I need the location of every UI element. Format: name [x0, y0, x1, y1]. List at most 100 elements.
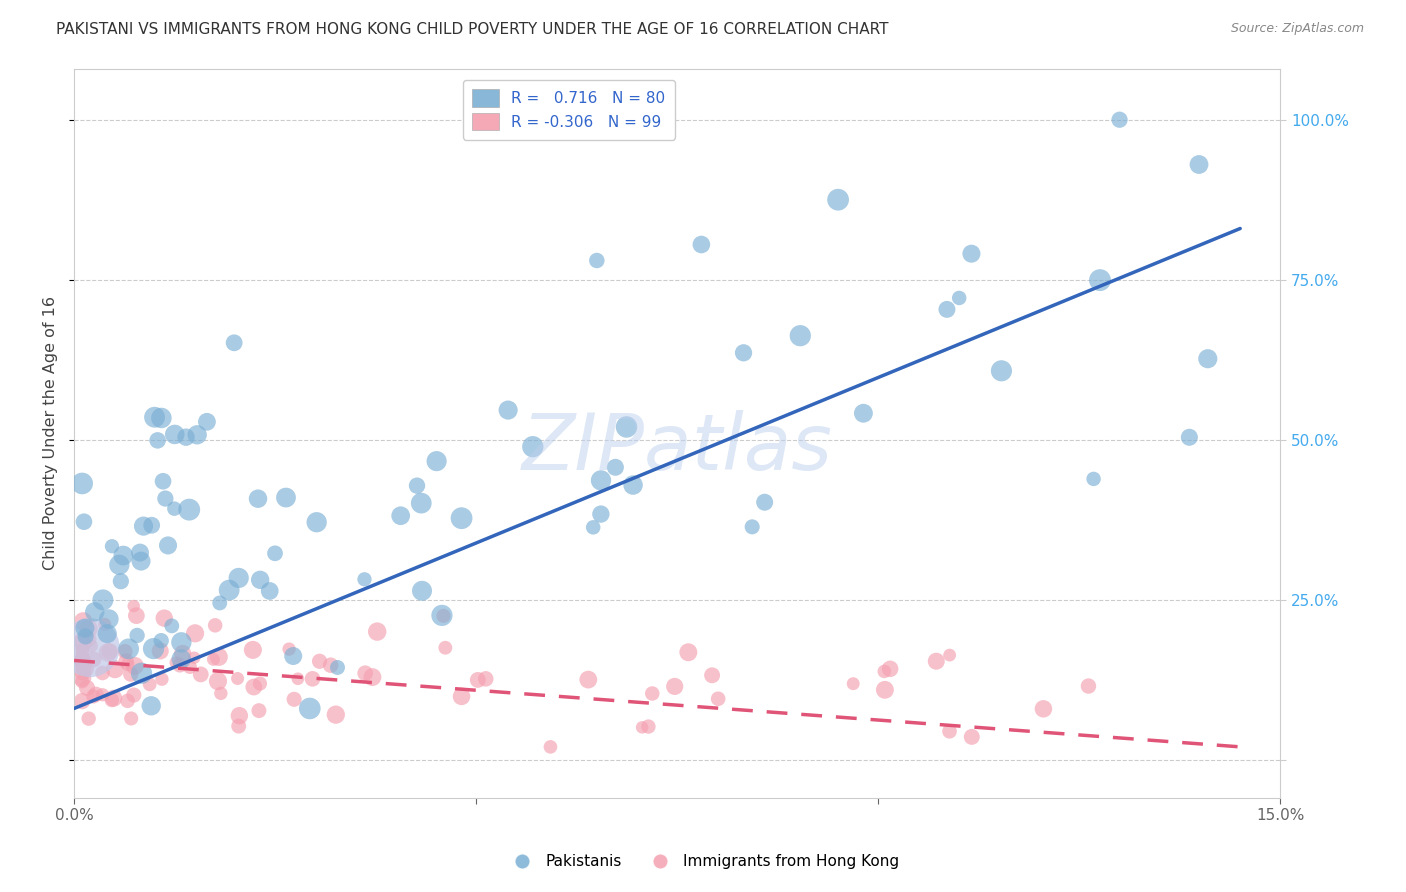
Point	[152, 475, 174, 489]
Point	[91, 665, 114, 680]
Point	[228, 708, 250, 723]
Point	[960, 246, 983, 260]
Point	[183, 650, 205, 665]
Point	[79, 640, 101, 655]
Point	[605, 460, 627, 475]
Point	[641, 686, 664, 700]
Point	[155, 491, 177, 506]
Point	[1088, 273, 1111, 287]
Point	[149, 644, 172, 658]
Point	[430, 608, 453, 623]
Point	[707, 691, 730, 706]
Point	[948, 291, 970, 305]
Point	[93, 617, 115, 632]
Point	[283, 692, 305, 706]
Point	[1108, 112, 1130, 127]
Point	[114, 644, 136, 658]
Point	[122, 688, 145, 702]
Point	[467, 673, 489, 687]
Point	[585, 253, 607, 268]
Point	[432, 608, 454, 623]
Point	[101, 693, 124, 707]
Point	[91, 688, 114, 702]
Point	[242, 643, 264, 657]
Point	[1188, 157, 1211, 171]
Point	[174, 430, 197, 444]
Point	[218, 583, 240, 598]
Point	[434, 640, 457, 655]
Point	[228, 571, 250, 585]
Point	[101, 539, 124, 553]
Point	[80, 639, 103, 653]
Point	[1178, 430, 1201, 444]
Point	[72, 665, 94, 680]
Point	[97, 612, 120, 626]
Point	[141, 698, 163, 713]
Point	[354, 666, 377, 681]
Point	[70, 674, 93, 689]
Point	[70, 476, 93, 491]
Point	[115, 654, 138, 668]
Point	[298, 701, 321, 715]
Point	[637, 720, 659, 734]
Point	[160, 619, 183, 633]
Point	[73, 621, 96, 635]
Point	[247, 491, 270, 506]
Point	[208, 596, 231, 610]
Point	[70, 634, 93, 648]
Point	[406, 478, 429, 492]
Point	[925, 654, 948, 668]
Point	[70, 671, 93, 685]
Point	[117, 657, 139, 672]
Point	[82, 690, 104, 704]
Legend: R =   0.716   N = 80, R = -0.306   N = 99: R = 0.716 N = 80, R = -0.306 N = 99	[463, 79, 675, 139]
Point	[411, 583, 433, 598]
Point	[326, 660, 349, 674]
Text: PAKISTANI VS IMMIGRANTS FROM HONG KONG CHILD POVERTY UNDER THE AGE OF 16 CORRELA: PAKISTANI VS IMMIGRANTS FROM HONG KONG C…	[56, 22, 889, 37]
Point	[938, 648, 960, 662]
Point	[179, 660, 201, 674]
Point	[117, 694, 139, 708]
Point	[77, 632, 100, 647]
Point	[389, 508, 412, 523]
Point	[305, 515, 328, 529]
Point	[186, 427, 208, 442]
Point	[72, 643, 94, 657]
Point	[72, 656, 94, 670]
Point	[77, 712, 100, 726]
Point	[70, 636, 93, 650]
Point	[228, 719, 250, 733]
Point	[990, 364, 1012, 378]
Point	[873, 682, 896, 697]
Point	[204, 618, 226, 632]
Point	[97, 646, 120, 660]
Point	[450, 511, 472, 525]
Point	[157, 538, 180, 552]
Point	[1197, 351, 1219, 366]
Point	[678, 645, 700, 659]
Point	[143, 410, 166, 425]
Point	[938, 724, 960, 739]
Point	[131, 666, 153, 681]
Point	[576, 673, 599, 687]
Point	[132, 519, 155, 533]
Point	[1083, 472, 1105, 486]
Point	[122, 599, 145, 613]
Point	[283, 648, 305, 663]
Point	[120, 667, 142, 681]
Point	[98, 644, 121, 658]
Point	[249, 573, 271, 587]
Point	[873, 665, 896, 679]
Point	[538, 739, 561, 754]
Point	[366, 624, 388, 639]
Point	[70, 657, 93, 672]
Point	[75, 662, 97, 676]
Point	[589, 474, 612, 488]
Point	[179, 502, 201, 516]
Point	[127, 628, 149, 642]
Point	[72, 615, 94, 629]
Point	[935, 302, 957, 317]
Point	[73, 515, 96, 529]
Text: ZIPatlas: ZIPatlas	[522, 410, 832, 486]
Point	[789, 328, 811, 343]
